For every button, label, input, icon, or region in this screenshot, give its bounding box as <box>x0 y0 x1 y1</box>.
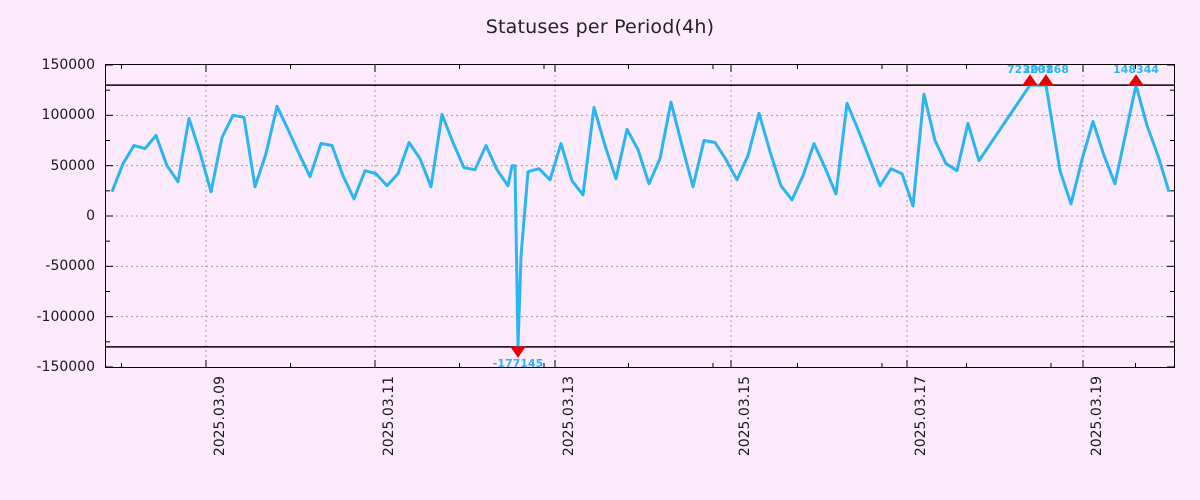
y-tick-label: 100000 <box>41 107 95 124</box>
data-series-line <box>110 83 1171 349</box>
threshold-lines <box>106 84 1174 348</box>
y-tick-label: 50000 <box>50 157 95 174</box>
y-tick-label: 0 <box>86 208 95 224</box>
x-tick-label: 2025.03.11 <box>381 376 397 457</box>
axis-ticks <box>106 65 1174 367</box>
x-tick-label: 2025.03.17 <box>913 376 929 457</box>
y-tick-label: -150000 <box>36 359 96 375</box>
low-value-label: -177145 <box>492 356 544 370</box>
peak-value-label: 148344 <box>1113 63 1159 77</box>
outlier-markers <box>510 74 1144 358</box>
peak-value-label: 723201 <box>1007 63 1053 77</box>
y-tick-label: -100000 <box>36 308 96 325</box>
x-tick-label: 2025.03.15 <box>737 376 753 457</box>
peak-value-label: 203868 <box>1023 63 1069 77</box>
chart-title: Statuses per Period(4h) <box>485 16 715 38</box>
plot-svg <box>106 65 1174 367</box>
x-tick-label: 2025.03.13 <box>561 376 577 457</box>
grid-lines <box>106 65 1174 367</box>
x-tick-label: 2025.03.09 <box>212 376 228 457</box>
plot-area <box>105 64 1175 368</box>
x-tick-label: 2025.03.19 <box>1089 376 1105 457</box>
y-tick-label: 150000 <box>41 57 95 73</box>
y-tick-label: -50000 <box>45 258 95 275</box>
